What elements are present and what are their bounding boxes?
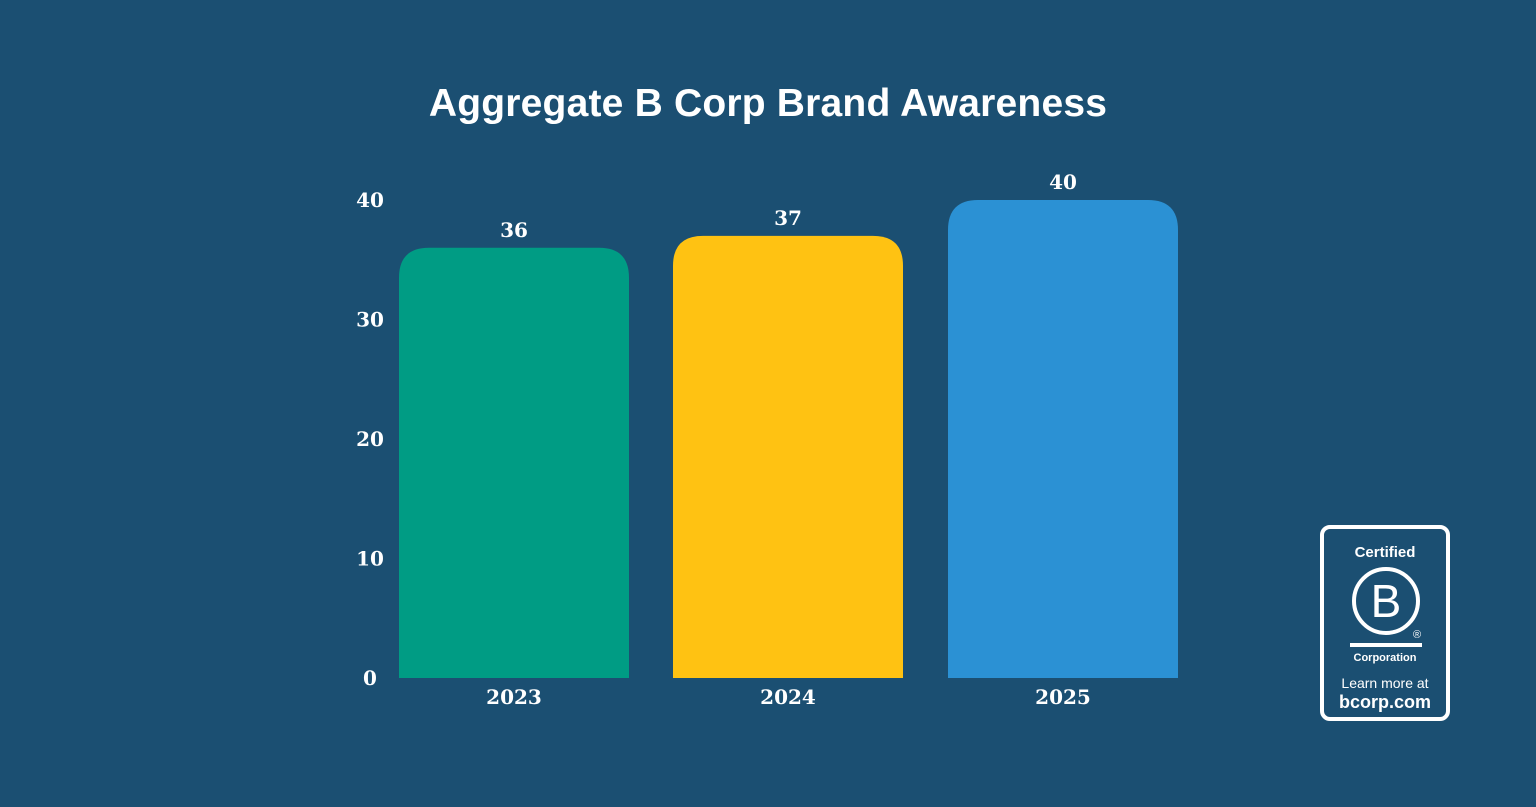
x-axis-ticks: 2023 2024 2025 [486, 685, 1091, 709]
x-tick-label: 2025 [1035, 685, 1091, 709]
data-label: 37 [774, 206, 802, 230]
y-tick-label: 40 [356, 188, 384, 212]
bar-2023 [399, 247, 629, 679]
bar-2024 [673, 235, 903, 678]
x-tick-label: 2023 [486, 685, 542, 709]
badge-learn-more: Learn more at [1341, 675, 1429, 691]
y-tick-label: 10 [356, 547, 384, 571]
data-label: 40 [1049, 170, 1077, 194]
bar-2025 [948, 200, 1178, 678]
chart-title: Aggregate B Corp Brand Awareness [428, 82, 1108, 125]
y-tick-label: 20 [356, 427, 384, 451]
badge-url-link[interactable]: bcorp.com [1338, 692, 1431, 712]
y-tick-label: 30 [356, 308, 384, 332]
y-axis-ticks: 0 10 20 30 40 [356, 188, 384, 690]
badge-letter: B [1371, 575, 1402, 627]
y-tick-label: 0 [363, 666, 377, 690]
x-tick-label: 2024 [760, 685, 816, 709]
bars-group [399, 200, 1178, 679]
data-labels-group: 36 37 40 [500, 170, 1077, 242]
badge-corporation-label: Corporation [1353, 652, 1417, 664]
data-label: 36 [500, 218, 528, 242]
badge-certified-label: Certified [1354, 544, 1416, 561]
b-corp-badge[interactable]: Certified B ® Corporation Learn more at … [1320, 525, 1450, 721]
b-corp-logo-icon: B ® [1350, 567, 1422, 647]
registered-mark: ® [1413, 629, 1421, 641]
